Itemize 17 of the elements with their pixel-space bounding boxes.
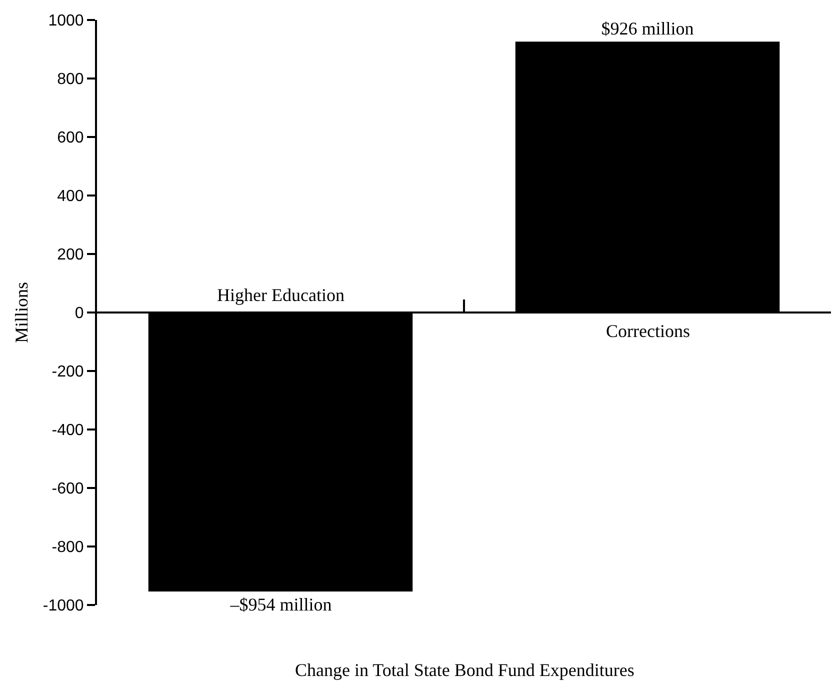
y-tick-label: 600 (57, 130, 84, 147)
y-tick-label: -1000 (42, 598, 84, 615)
y-tick-label: 0 (74, 305, 84, 322)
y-tick-label: -400 (52, 422, 84, 440)
x-axis-title: Change in Total State Bond Fund Expenditures (295, 660, 634, 680)
y-tick-label: 800 (57, 71, 84, 88)
data-label: –$954 million (229, 594, 332, 615)
x-tick-label: Higher Education (217, 285, 344, 305)
y-tick-label: 400 (57, 188, 84, 206)
y-tick-label: -600 (52, 480, 84, 498)
y-tick-label: -800 (52, 539, 84, 556)
x-tick-label: Corrections (606, 321, 690, 341)
y-tick-label: 200 (57, 246, 84, 264)
y-axis-title: Millions (12, 282, 32, 344)
y-tick-label: -200 (52, 364, 84, 381)
y-tick-label: 1000 (48, 12, 84, 30)
data-label: $926 million (601, 18, 694, 39)
